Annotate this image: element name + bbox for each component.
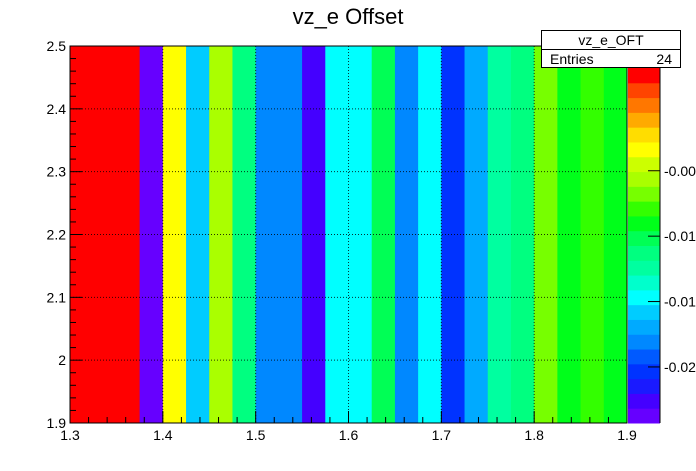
colorbar: -0.00 -0.01 -0.01 -0.02 (628, 46, 696, 424)
x-tick-label: 1.6 (339, 427, 359, 443)
colorbar-swatch (628, 393, 660, 409)
colorbar-swatch (628, 349, 660, 365)
colorbar-swatch (628, 245, 660, 261)
heatmap-cell (348, 46, 373, 423)
heatmap-cell (162, 46, 187, 423)
stats-box-title: vz_e_OFT (542, 31, 680, 50)
heatmap-cell (104, 46, 141, 423)
colorbar-swatch (628, 68, 660, 84)
y-tick-label: 2.3 (47, 164, 67, 180)
heatmap-cell (209, 46, 234, 423)
y-tick-label: 2.1 (47, 289, 67, 305)
colorbar-swatch (628, 363, 660, 380)
stats-entries-row: Entries 24 (542, 50, 680, 68)
colorbar-swatch (628, 171, 660, 187)
y-tick-label: 2.4 (47, 101, 67, 117)
heatmap-cells (70, 46, 628, 423)
heatmap-cell (534, 46, 558, 423)
colorbar-swatch (628, 230, 660, 246)
colorbar-swatch (628, 378, 660, 394)
colorbar-swatch (628, 112, 660, 128)
colorbar-swatch (628, 82, 660, 99)
colorbar-swatch (628, 275, 660, 291)
x-tick-label: 1.5 (246, 427, 266, 443)
heatmap-cell (186, 46, 210, 423)
colorbar-swatch (628, 201, 660, 217)
stats-entries-value: 24 (656, 51, 672, 67)
colorbar-tick-label: -0.01 (664, 228, 696, 244)
colorbar-swatch (628, 304, 660, 320)
colorbar-swatch (628, 260, 660, 276)
x-tick-label: 1.7 (432, 427, 452, 443)
colorbar-swatch (628, 319, 660, 335)
colorbar-swatch (628, 289, 660, 306)
colorbar-tick-label: -0.01 (664, 294, 696, 310)
heatmap-cell (255, 46, 280, 423)
colorbar-tick-label: -0.02 (664, 359, 696, 375)
colorbar-swatch (628, 334, 660, 350)
heatmap-cell (371, 46, 396, 423)
x-tick-label: 1.4 (153, 427, 173, 443)
colorbar-swatch (628, 141, 660, 158)
x-tick-label: 1.8 (524, 427, 544, 443)
heatmap-cell (557, 46, 582, 423)
colorbar-swatch (628, 97, 660, 113)
x-tick-label: 1.9 (617, 427, 637, 443)
colorbar-tick-label: -0.00 (664, 163, 696, 179)
heatmap-cell (603, 46, 628, 423)
axes: 1.3 1.4 1.5 1.6 1.7 1.8 1.9 1.9 2 2.1 2.2 2.3 2.4 2.5 (47, 38, 637, 443)
y-tick-label: 2.5 (47, 38, 67, 54)
colorbar-swatch (628, 408, 660, 424)
x-tick-label: 1.3 (60, 427, 80, 443)
heatmap-cell (510, 46, 535, 423)
heatmap-cell (278, 46, 303, 423)
y-tick-label: 1.9 (47, 415, 67, 431)
heatmap-cell (441, 46, 466, 423)
colorbar-swatch (628, 127, 660, 143)
colorbar-swatch (628, 186, 660, 202)
stats-entries-label: Entries (550, 51, 594, 67)
colorbar-swatch (628, 156, 660, 173)
chart-title: vz_e Offset (292, 4, 404, 29)
colorbar-swatch (628, 215, 660, 232)
y-tick-label: 2 (58, 352, 66, 368)
y-tick-label: 2.2 (47, 227, 67, 243)
heatmap-cell (464, 46, 489, 423)
stats-box: vz_e_OFT Entries 24 (541, 30, 681, 68)
